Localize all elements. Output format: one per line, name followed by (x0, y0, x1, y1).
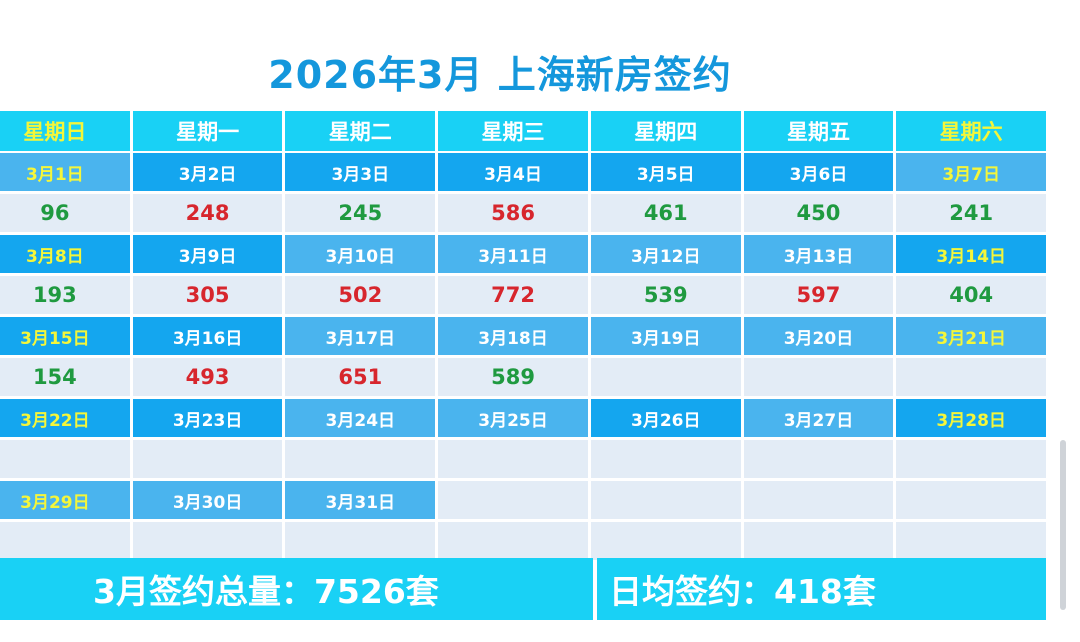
date-cell: 3月13日 (743, 235, 894, 273)
date-cell: 3月2日 (132, 153, 283, 191)
value-cell: 404 (896, 276, 1047, 314)
value-cell (0, 440, 130, 478)
value-cell: 450 (743, 194, 894, 232)
date-cell: 3月27日 (743, 399, 894, 437)
value-cell (743, 440, 894, 478)
value-cell: 589 (438, 358, 588, 396)
weekday-sunday: 星期日 (0, 111, 130, 151)
value-cell: 248 (132, 194, 283, 232)
weekday-friday: 星期五 (743, 111, 894, 151)
weekday-header-row: 星期日 星期一 星期二 星期三 星期四 星期五 星期六 (0, 111, 1047, 151)
date-cell: 3月26日 (590, 399, 741, 437)
scrollbar[interactable] (1060, 440, 1066, 610)
date-cell: 3月21日 (896, 317, 1047, 355)
date-row: 3月15日 3月16日 3月17日 3月18日 3月19日 3月20日 3月21… (0, 317, 1047, 355)
summary-footer: 3月签约总量：7526套 日均签约：418套 (0, 558, 1046, 620)
value-row: 154 493 651 589 (0, 358, 1047, 396)
daily-average: 日均签约：418套 (597, 558, 1046, 620)
value-cell: 241 (896, 194, 1047, 232)
date-cell (438, 481, 588, 519)
page-title: 2026年3月 上海新房签约 (268, 53, 732, 97)
weekday-monday: 星期一 (132, 111, 283, 151)
date-cell: 3月6日 (743, 153, 894, 191)
weekday-saturday: 星期六 (896, 111, 1047, 151)
value-cell: 502 (285, 276, 436, 314)
value-cell (896, 358, 1047, 396)
value-cell: 245 (285, 194, 436, 232)
value-row: 96 248 245 586 461 450 241 (0, 194, 1047, 232)
date-cell: 3月23日 (132, 399, 283, 437)
date-cell: 3月24日 (285, 399, 436, 437)
date-cell: 3月25日 (438, 399, 588, 437)
value-cell: 154 (0, 358, 130, 396)
date-row: 3月22日 3月23日 3月24日 3月25日 3月26日 3月27日 3月28… (0, 399, 1047, 437)
date-row: 3月29日 3月30日 3月31日 (0, 481, 1047, 519)
date-cell: 3月9日 (132, 235, 283, 273)
date-cell: 3月20日 (743, 317, 894, 355)
value-cell (132, 440, 283, 478)
monthly-total: 3月签约总量：7526套 (0, 558, 593, 620)
value-cell (132, 522, 283, 560)
date-cell: 3月12日 (590, 235, 741, 273)
value-cell: 461 (590, 194, 741, 232)
date-cell: 3月19日 (590, 317, 741, 355)
date-row: 3月8日 3月9日 3月10日 3月11日 3月12日 3月13日 3月14日 (0, 235, 1047, 273)
value-cell (0, 522, 130, 560)
value-row (0, 522, 1047, 560)
value-cell: 96 (0, 194, 130, 232)
value-cell (743, 358, 894, 396)
value-cell (590, 440, 741, 478)
value-cell: 651 (285, 358, 436, 396)
weekday-tuesday: 星期二 (285, 111, 436, 151)
value-cell: 193 (0, 276, 130, 314)
date-cell: 3月14日 (896, 235, 1047, 273)
value-cell (590, 522, 741, 560)
value-cell: 586 (438, 194, 588, 232)
date-cell: 3月8日 (0, 235, 130, 273)
value-cell (896, 440, 1047, 478)
date-cell (743, 481, 894, 519)
value-cell (438, 522, 588, 560)
date-cell: 3月16日 (132, 317, 283, 355)
date-cell: 3月17日 (285, 317, 436, 355)
date-cell: 3月29日 (0, 481, 130, 519)
value-cell (438, 440, 588, 478)
value-cell (285, 522, 436, 560)
date-cell: 3月5日 (590, 153, 741, 191)
calendar-table: 星期日 星期一 星期二 星期三 星期四 星期五 星期六 3月1日 3月2日 3月… (0, 111, 1047, 563)
value-row (0, 440, 1047, 478)
date-cell: 3月15日 (0, 317, 130, 355)
date-cell (896, 481, 1047, 519)
date-cell: 3月1日 (0, 153, 130, 191)
weekday-thursday: 星期四 (590, 111, 741, 151)
date-cell: 3月11日 (438, 235, 588, 273)
value-cell (590, 358, 741, 396)
weekday-wednesday: 星期三 (438, 111, 588, 151)
value-cell: 539 (590, 276, 741, 314)
value-cell (896, 522, 1047, 560)
date-cell: 3月10日 (285, 235, 436, 273)
value-cell (285, 440, 436, 478)
date-cell: 3月28日 (896, 399, 1047, 437)
value-cell: 597 (743, 276, 894, 314)
date-row: 3月1日 3月2日 3月3日 3月4日 3月5日 3月6日 3月7日 (0, 153, 1047, 191)
date-cell: 3月7日 (896, 153, 1047, 191)
value-cell (743, 522, 894, 560)
date-cell: 3月3日 (285, 153, 436, 191)
value-cell: 305 (132, 276, 283, 314)
date-cell: 3月18日 (438, 317, 588, 355)
value-cell: 772 (438, 276, 588, 314)
value-row: 193 305 502 772 539 597 404 (0, 276, 1047, 314)
date-cell (590, 481, 741, 519)
value-cell: 493 (132, 358, 283, 396)
date-cell: 3月31日 (285, 481, 436, 519)
date-cell: 3月30日 (132, 481, 283, 519)
date-cell: 3月22日 (0, 399, 130, 437)
date-cell: 3月4日 (438, 153, 588, 191)
